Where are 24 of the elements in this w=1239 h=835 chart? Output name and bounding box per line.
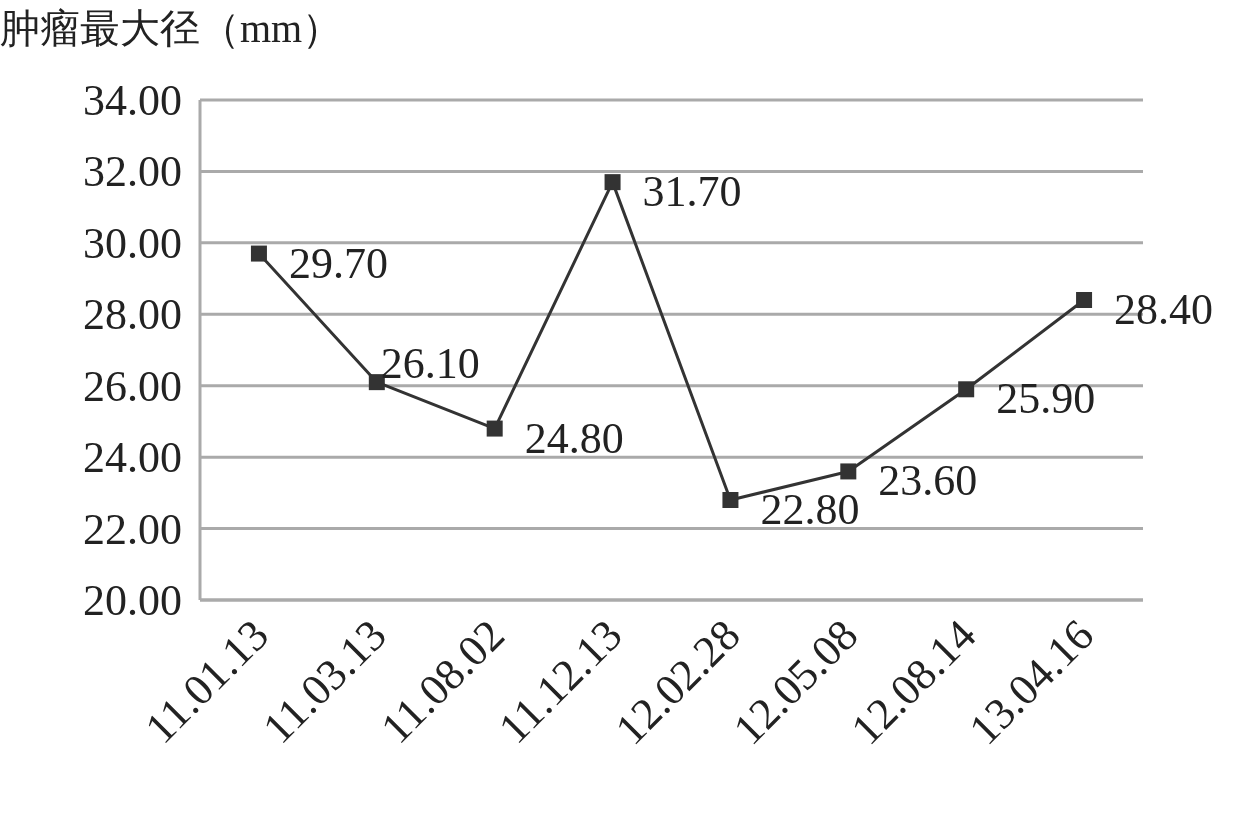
text: 28.40 — [1114, 285, 1214, 334]
y-tick-label: 30.00 — [83, 218, 182, 268]
y-tick-label: 34.00 — [83, 76, 182, 125]
point — [1076, 292, 1093, 308]
text: 29.70 — [288, 238, 388, 288]
y-tick-label: 28.00 — [83, 290, 182, 340]
point — [486, 420, 503, 437]
text: 22.80 — [760, 485, 860, 534]
point — [840, 463, 857, 480]
y-tick-label: 32.00 — [83, 147, 182, 197]
point — [250, 245, 267, 262]
y-tick-label: 24.00 — [83, 433, 182, 483]
y-axis-title: 肿瘤最大径（mm） — [0, 6, 343, 51]
y-tick-label: 22.00 — [83, 504, 182, 554]
y-tick-label: 26.00 — [83, 361, 182, 411]
y-tick-label: 20.00 — [83, 576, 182, 625]
text: 31.70 — [642, 167, 742, 217]
point — [722, 492, 739, 508]
text: 23.60 — [878, 456, 978, 506]
text: 25.90 — [996, 374, 1096, 424]
text: 24.80 — [524, 413, 624, 463]
point — [958, 381, 975, 398]
point — [604, 174, 621, 191]
text: 26.10 — [380, 339, 480, 389]
